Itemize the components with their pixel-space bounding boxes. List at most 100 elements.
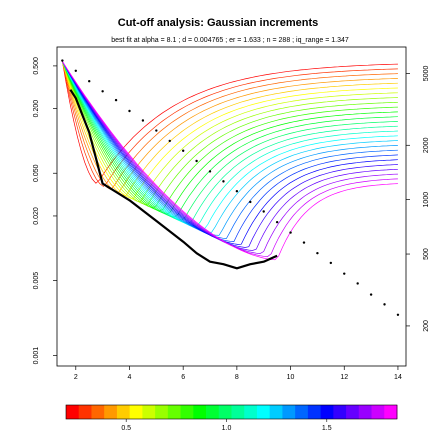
cutoff-curve xyxy=(62,61,398,248)
count-point xyxy=(114,98,118,102)
colorbar-swatch xyxy=(282,405,296,419)
y-axis-left: 0.001 0.005 0.020 0.050 0.200 0.500 xyxy=(33,57,57,364)
x-tick-label: 12 xyxy=(340,374,348,381)
colorbar-swatch xyxy=(295,405,309,419)
cutoff-curve xyxy=(62,61,398,202)
count-point xyxy=(249,200,252,204)
count-point xyxy=(155,129,158,132)
colorbar-swatch xyxy=(256,405,271,419)
colorbar-frame xyxy=(65,404,398,420)
chart-title: Cut-off analysis: Gaussian increments xyxy=(118,17,319,29)
colorbar-swatch xyxy=(193,405,207,419)
cutoff-curve xyxy=(62,61,398,233)
count-point xyxy=(208,170,212,173)
colorbar-swatch xyxy=(167,405,181,419)
cutoff-curve xyxy=(62,61,398,261)
cutoff-curve xyxy=(62,61,398,191)
count-point xyxy=(289,231,292,234)
colorbar-swatch xyxy=(333,405,347,419)
cutoff-curve xyxy=(62,61,398,227)
colorbar-swatch xyxy=(231,405,245,419)
colorbar-swatch xyxy=(142,405,156,419)
right-tick-label: 2000 xyxy=(423,137,430,153)
colorbar-swatch xyxy=(104,405,118,419)
count-point xyxy=(235,190,239,193)
colorbar-swatch xyxy=(358,405,372,419)
colorbar-axis: 0.5 1.0 1.5 xyxy=(121,419,332,432)
colorbar-swatch xyxy=(66,405,80,419)
y-tick-label: 0.200 xyxy=(33,100,40,118)
colorbar-swatch xyxy=(244,405,258,419)
count-point xyxy=(141,119,145,122)
count-point xyxy=(222,180,225,183)
cutoff-curve-family xyxy=(62,61,398,261)
right-tick-label: 1000 xyxy=(423,192,430,208)
y-tick-label: 0.020 xyxy=(33,207,40,225)
chart-subtitle: best fit at alpha = 8.1 ; d = 0.004765 ;… xyxy=(111,37,349,44)
x-tick-label: 6 xyxy=(181,374,185,381)
count-points xyxy=(61,59,400,316)
x-tick-label: 10 xyxy=(287,374,295,381)
cutoff-curve xyxy=(62,61,398,230)
x-tick-label: 8 xyxy=(235,374,239,381)
cutoff-curve xyxy=(62,61,398,208)
cutoff-curve xyxy=(62,61,398,221)
colorbar-swatch xyxy=(218,405,232,419)
count-point xyxy=(383,303,386,306)
best-fit-curve xyxy=(69,89,278,270)
colorbar-swatch xyxy=(180,405,194,419)
x-tick-label: 4 xyxy=(128,374,132,381)
cutoff-curve xyxy=(62,61,398,224)
right-tick-label: 5000 xyxy=(423,66,430,82)
cutoff-curve xyxy=(62,61,398,215)
count-point xyxy=(74,69,77,73)
colorbar-swatch xyxy=(78,405,92,419)
count-point xyxy=(101,90,104,93)
plot-frame xyxy=(56,46,407,367)
colorbar xyxy=(66,405,398,419)
y-tick-label: 0.001 xyxy=(33,347,40,365)
x-axis: 2 4 6 8 10 12 14 xyxy=(74,366,402,381)
count-point xyxy=(195,159,198,163)
best-fit-curve-group xyxy=(69,89,278,270)
colorbar-swatch xyxy=(129,405,143,419)
cutoff-curve xyxy=(62,61,398,239)
colorbar-tick-label: 0.5 xyxy=(121,425,131,432)
y-tick-label: 0.050 xyxy=(33,164,40,182)
colorbar-swatch xyxy=(307,405,322,419)
count-point xyxy=(343,272,346,275)
count-point xyxy=(88,80,91,83)
y-axis-right: 200 500 1000 2000 5000 xyxy=(406,66,430,332)
count-point xyxy=(316,251,319,255)
colorbar-swatch xyxy=(320,405,334,419)
cutoff-curve xyxy=(62,61,398,218)
count-point xyxy=(275,220,279,224)
colorbar-swatch xyxy=(116,405,131,419)
colorbar-tick-label: 1.0 xyxy=(222,425,232,432)
colorbar-swatch xyxy=(371,405,385,419)
cutoff-curve xyxy=(62,61,398,242)
count-point xyxy=(168,139,171,143)
count-point xyxy=(128,109,131,113)
right-tick-label: 500 xyxy=(423,248,430,260)
count-point xyxy=(329,261,333,265)
count-point xyxy=(356,282,359,285)
cutoff-curve xyxy=(62,61,398,245)
count-point xyxy=(396,313,400,316)
cutoff-curve xyxy=(62,61,398,212)
count-point xyxy=(61,59,64,62)
colorbar-swatch xyxy=(155,405,169,419)
count-point xyxy=(302,241,306,244)
count-point xyxy=(369,293,373,296)
colorbar-swatch xyxy=(206,405,220,419)
x-tick-label: 2 xyxy=(74,374,78,381)
colorbar-swatch xyxy=(346,405,360,419)
y-tick-label: 0.500 xyxy=(33,57,40,75)
cutoff-curve xyxy=(62,61,398,200)
colorbar-swatch xyxy=(384,405,398,419)
count-point xyxy=(262,210,265,213)
y-tick-label: 0.005 xyxy=(33,272,40,290)
x-tick-label: 14 xyxy=(394,374,402,381)
right-tick-label: 200 xyxy=(423,320,430,332)
